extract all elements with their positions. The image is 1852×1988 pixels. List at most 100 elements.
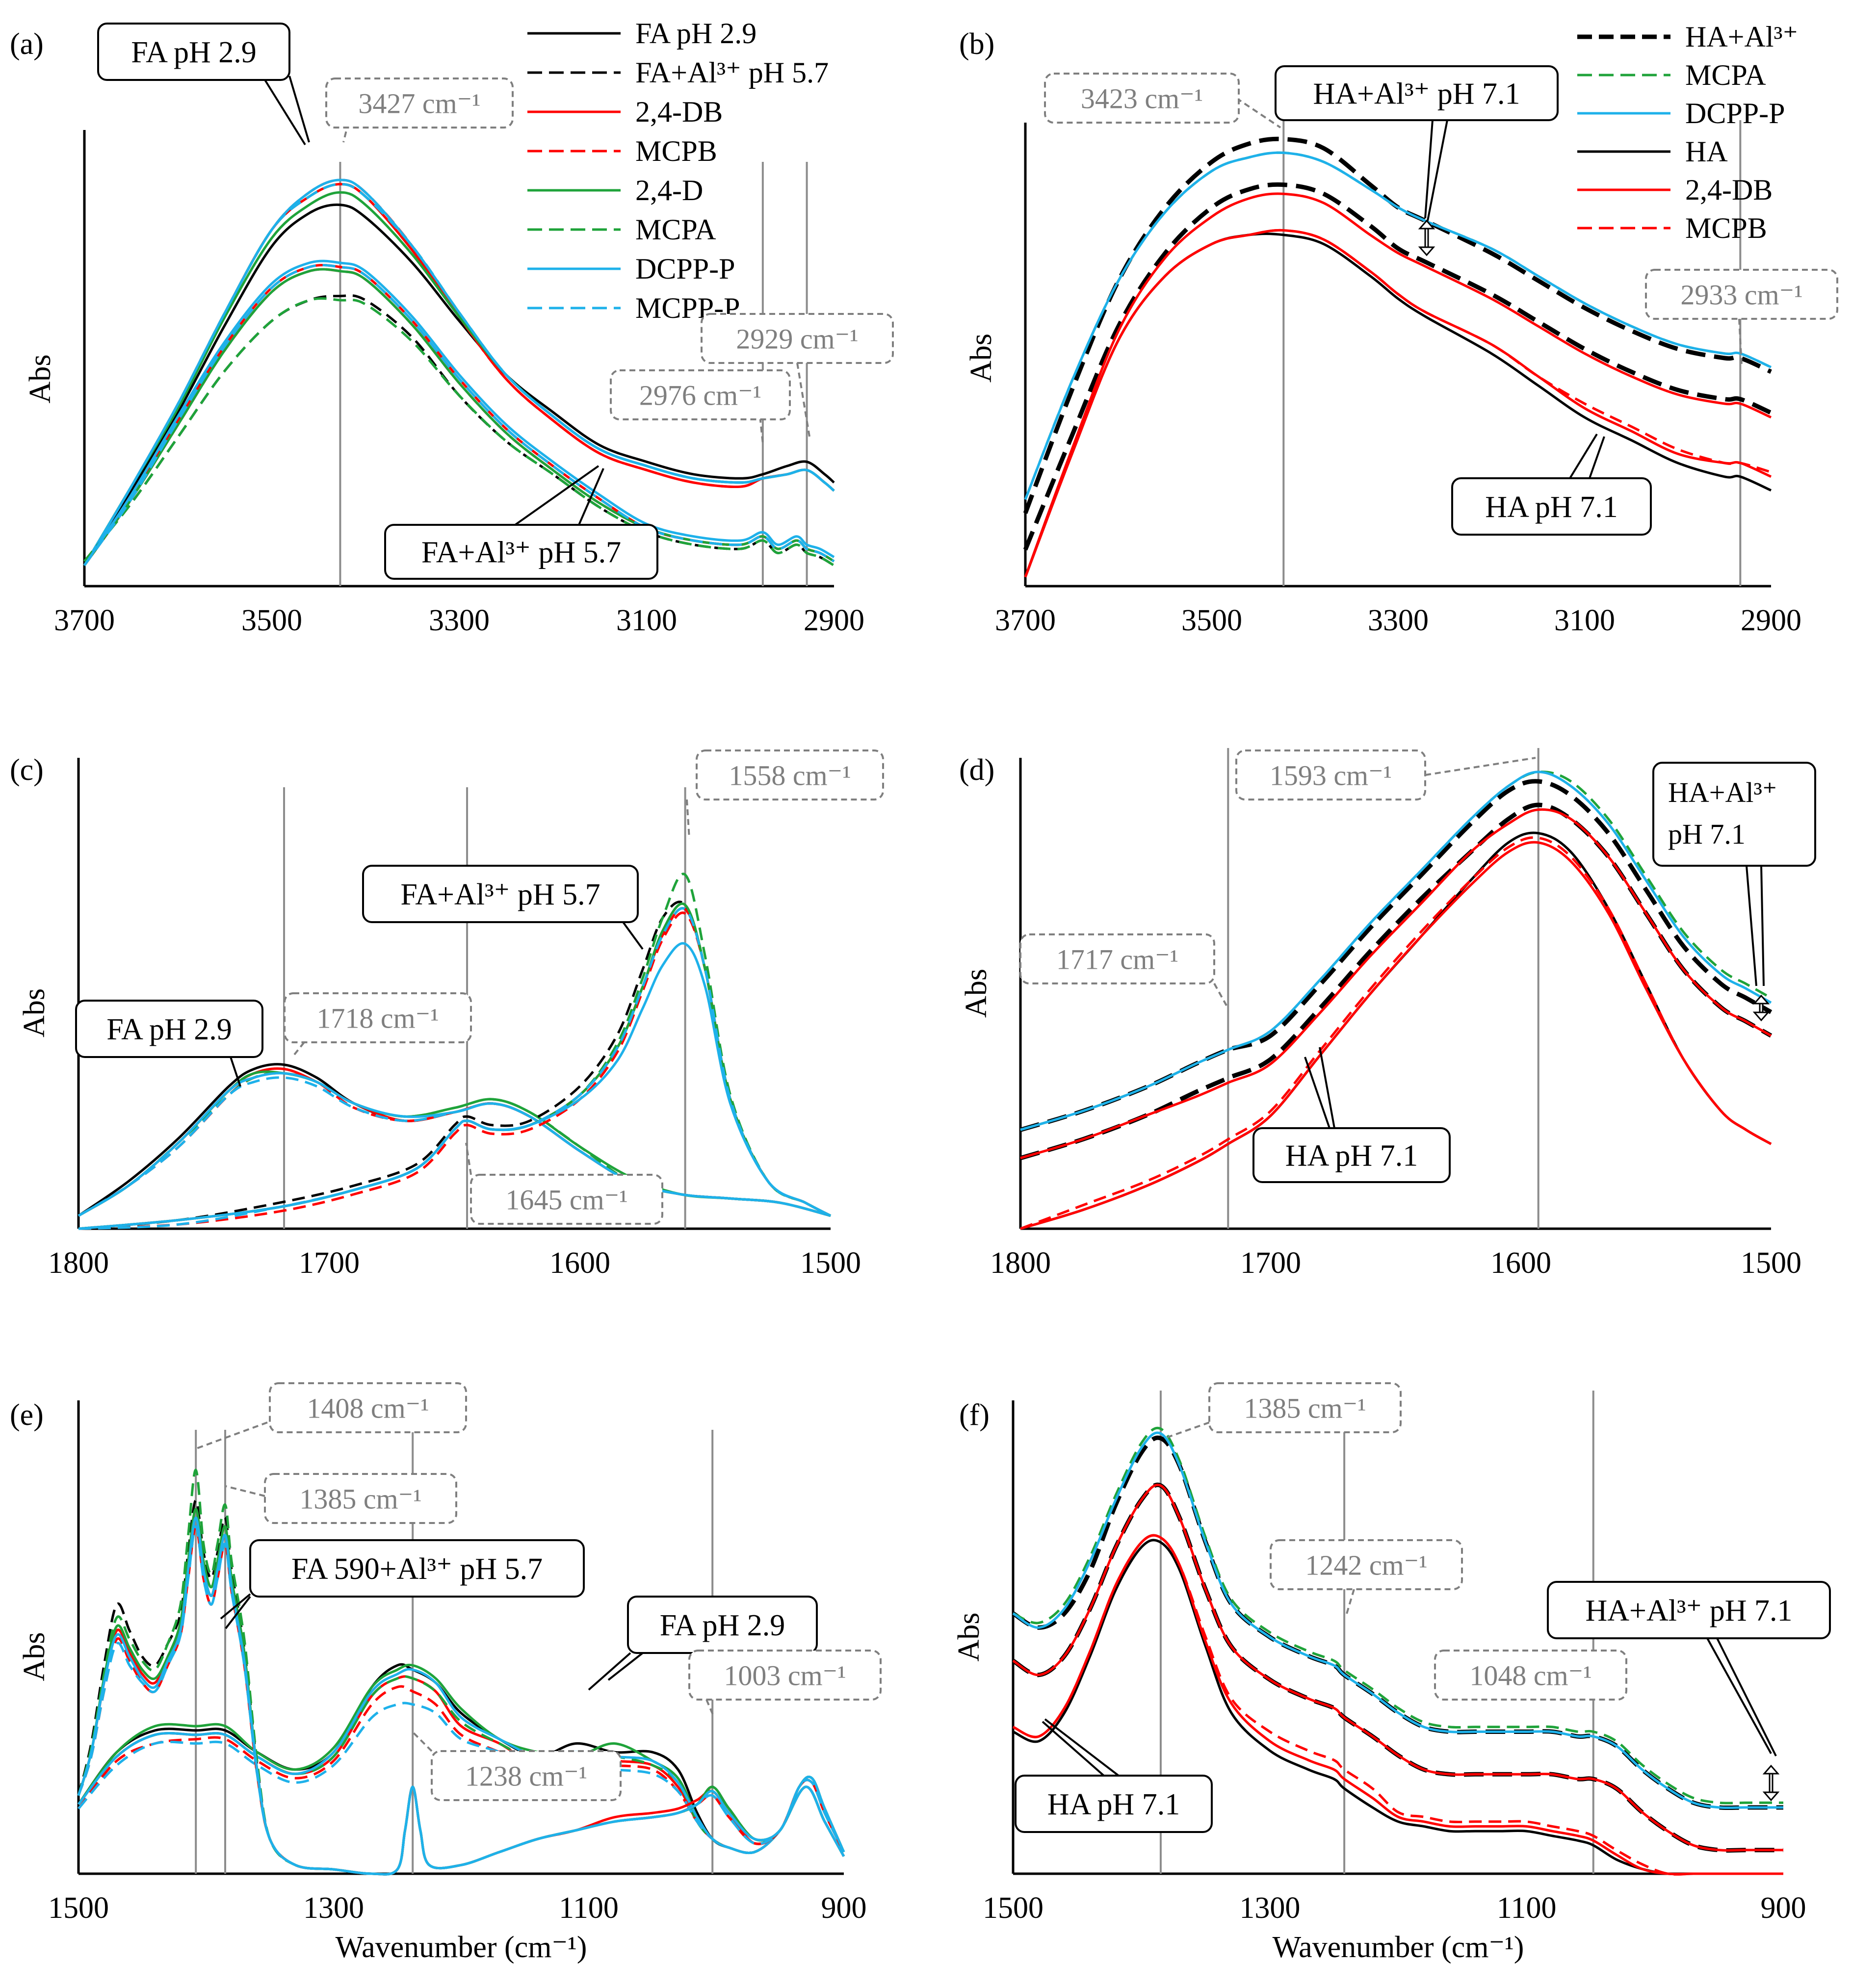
panel-label: (f) [959,1398,990,1432]
panel-a: (a) Abs 3700 3500 3300 3100 2900 FA pH 2.9 FA+Al… [10,17,894,637]
x-tick-label: 2900 [804,604,864,637]
y-axis-label: Abs [965,334,998,383]
series-line [83,297,835,567]
callout-leader [757,397,764,444]
series-line [78,1702,845,1857]
panel-b: (b) Abs 3700 3500 3300 3100 2900 HA+Al³⁺ MCPA DCP… [959,21,1838,637]
callout-box [1275,65,1559,121]
legend-label: 2,4-DB [635,96,723,128]
callout-box [1044,73,1240,124]
x-axis-label: Wavenumber (cm⁻¹) [336,1931,587,1964]
series-line [1012,1534,1783,1876]
legend: FA pH 2.9 FA+Al³⁺ pH 5.7 2,4-DB MCPB 2,4-D MC… [527,17,829,324]
wavenumber-callout: 1238 cm⁻¹ [411,1730,622,1801]
series-line [1020,808,1772,1160]
arrow-head-up [1762,1764,1780,1775]
x-tick-label: 900 [1761,1891,1806,1925]
sample-callout: FA pH 2.9 [588,1596,818,1691]
series-line [1012,1431,1783,1809]
callout-leader [1569,433,1598,479]
series-line [1023,182,1772,551]
callout-box [1547,1581,1831,1639]
sample-callout: HA+Al³⁺ pH 7.1 [1275,65,1559,221]
callout-text: 3427 cm⁻¹ [358,87,480,119]
callout-box [249,1539,585,1598]
legend-label: 2,4-D [635,174,703,207]
x-tick-label: 3500 [241,604,302,637]
wavenumber-callout: 2929 cm⁻¹ [701,313,894,437]
callout-leader [1319,1047,1335,1129]
callout-box [470,1174,663,1225]
x-tick-label: 1500 [983,1891,1043,1925]
callout-leader [578,468,604,525]
arrow-head-down [1752,1011,1770,1022]
series-line [83,259,835,567]
callout-text: HA+Al³⁺ [1668,776,1777,808]
callout-leader [1738,318,1743,366]
legend-label: DCPP-P [1685,97,1785,129]
series-line [1020,836,1772,1230]
sample-callout: FA+Al³⁺ pH 5.7 [384,465,658,580]
arrow-head-up [1752,994,1770,1005]
x-tick-label: 1600 [549,1246,610,1280]
callout-leader [686,799,690,839]
x-tick-label: 1100 [559,1891,619,1925]
y-axis-label: Abs [24,355,57,404]
series-line [1024,229,1772,578]
callout-box [97,23,290,81]
callout-leader [225,1485,265,1497]
wavenumber-callout: 2976 cm⁻¹ [610,369,791,444]
wavenumber-callout: 3427 cm⁻¹ [325,77,514,143]
legend-label: HA [1685,135,1728,168]
panel-label: (e) [10,1398,44,1432]
callout-text: 3423 cm⁻¹ [1081,82,1203,114]
callout-box [1015,1775,1213,1833]
series-line [78,942,832,1230]
callout-leader [1706,1638,1772,1754]
panel-label: (b) [959,27,994,61]
callout-leader [1044,1718,1120,1777]
callout-text: FA+Al³⁺ pH 5.7 [400,878,600,911]
x-tick-label: 3100 [616,604,677,637]
callout-box [1208,1382,1402,1433]
callout-text: 1558 cm⁻¹ [729,759,851,791]
x-tick-label: 1500 [800,1246,861,1280]
series-line [1012,1534,1783,1876]
callout-text: 1385 cm⁻¹ [1244,1392,1366,1424]
callout-box [284,992,472,1043]
callout-text: HA pH 7.1 [1047,1788,1180,1821]
callout-text: HA pH 7.1 [1485,491,1617,524]
callout-box [701,313,894,364]
callout-box [696,749,884,800]
callout-text: pH 7.1 [1668,818,1746,850]
legend-label: MCPB [1685,212,1767,244]
callout-leader [1235,97,1281,129]
series-line [1012,1426,1783,1805]
panel-e: (e) Abs 1500 1300 1100 900 Wavenumber (cm⁻¹) 14… [10,1382,882,1964]
callout-text: 1408 cm⁻¹ [307,1392,429,1424]
callout-text: 2933 cm⁻¹ [1680,279,1802,310]
y-axis-label: Abs [960,969,993,1018]
callout-box [1451,477,1652,536]
series-line [1012,1483,1783,1852]
callout-box [75,1000,263,1058]
sample-callout: FA pH 2.9 [97,23,310,146]
callout-text: 1718 cm⁻¹ [316,1002,439,1034]
wavenumber-callout: 2933 cm⁻¹ [1645,269,1838,366]
callout-leader [1042,1721,1105,1777]
callout-box [384,524,658,580]
callout-leader [1167,1421,1210,1438]
x-tick-label: 1500 [1741,1246,1801,1280]
callout-text: HA+Al³⁺ pH 7.1 [1585,1594,1792,1627]
sample-callout: HA pH 7.1 [1015,1718,1213,1833]
x-tick-label: 3700 [995,604,1056,637]
callout-leader [607,1652,644,1681]
callout-box [264,1473,457,1524]
callout-leader [622,921,644,950]
series-line [83,182,835,567]
callout-leader [1425,757,1536,776]
callout-box [1652,762,1816,867]
legend-label: FA+Al³⁺ pH 5.7 [635,56,829,89]
callout-text: FA pH 2.9 [660,1609,785,1642]
wavenumber-callout: 1003 cm⁻¹ [688,1650,882,1717]
